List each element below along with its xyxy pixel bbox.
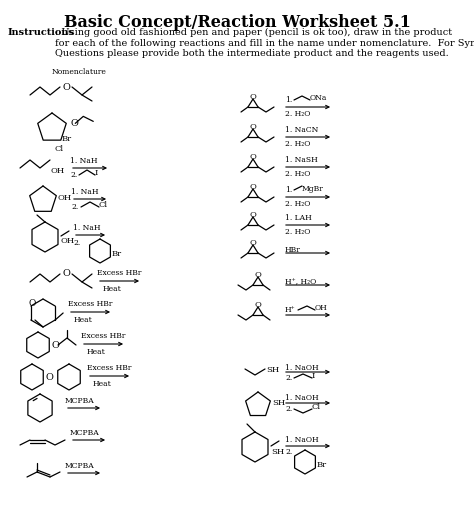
Text: Heat: Heat (93, 380, 112, 388)
Text: O: O (250, 123, 256, 131)
Text: MgBr: MgBr (302, 185, 324, 193)
Text: 2.: 2. (73, 239, 80, 247)
Text: SH: SH (266, 366, 279, 374)
Text: O: O (62, 269, 70, 278)
Text: SH: SH (271, 448, 284, 456)
Text: 1. NaSH: 1. NaSH (285, 156, 318, 164)
Text: 2. H₂O: 2. H₂O (285, 110, 310, 118)
Text: O: O (52, 341, 60, 350)
Text: OH: OH (51, 167, 65, 175)
Text: ONa: ONa (310, 94, 328, 102)
Text: OH: OH (61, 237, 75, 245)
Text: 2. H₂O: 2. H₂O (285, 228, 310, 236)
Text: 2. H₂O: 2. H₂O (285, 200, 310, 208)
Text: Heat: Heat (74, 316, 93, 324)
Text: O: O (250, 239, 256, 247)
Text: H⁺, H₂O: H⁺, H₂O (285, 277, 316, 285)
Text: 1.: 1. (285, 186, 292, 194)
Text: Heat: Heat (103, 285, 122, 293)
Text: H⁺: H⁺ (285, 306, 296, 314)
Text: O: O (250, 93, 256, 101)
Text: MCPBA: MCPBA (65, 397, 95, 405)
Text: O: O (28, 299, 36, 309)
Text: 2.: 2. (285, 405, 292, 413)
Text: Cl: Cl (312, 403, 321, 411)
Text: SH: SH (272, 399, 285, 407)
Text: Cl: Cl (55, 145, 64, 153)
Text: Nomenclature: Nomenclature (52, 68, 107, 76)
Text: O: O (250, 211, 256, 219)
Text: : Using good old fashioned pen and paper (pencil is ok too), draw in the product: : Using good old fashioned pen and paper… (55, 28, 474, 58)
Text: 1. LAH: 1. LAH (285, 214, 312, 222)
Text: 2. H₂O: 2. H₂O (285, 170, 310, 178)
Text: Br: Br (317, 461, 327, 469)
Text: 2. H₂O: 2. H₂O (285, 140, 310, 148)
Text: 1. NaH: 1. NaH (70, 157, 98, 165)
Text: 1.: 1. (285, 96, 292, 104)
Text: Excess HBr: Excess HBr (97, 269, 141, 277)
Text: 1. NaOH: 1. NaOH (285, 364, 319, 372)
Text: Excess HBr: Excess HBr (68, 300, 112, 308)
Text: Heat: Heat (87, 348, 106, 356)
Text: 1. NaCN: 1. NaCN (285, 126, 319, 134)
Text: O: O (255, 271, 262, 279)
Text: 1. NaOH: 1. NaOH (285, 394, 319, 402)
Text: O: O (46, 373, 54, 382)
Text: 1. NaOH: 1. NaOH (285, 436, 319, 444)
Text: O: O (250, 153, 256, 161)
Text: O: O (70, 119, 78, 128)
Text: OH: OH (58, 194, 72, 202)
Text: I: I (312, 372, 315, 380)
Text: Instructions: Instructions (8, 28, 75, 37)
Text: 1. NaH: 1. NaH (73, 224, 100, 232)
Text: I: I (95, 169, 99, 177)
Text: Br: Br (112, 250, 122, 258)
Text: O: O (250, 183, 256, 191)
Text: HBr: HBr (285, 246, 301, 254)
Text: O: O (62, 82, 70, 91)
Text: O: O (255, 301, 262, 309)
Text: 2.: 2. (70, 171, 77, 179)
Text: MCPBA: MCPBA (65, 462, 95, 470)
Text: OH: OH (315, 304, 328, 312)
Text: 2.: 2. (71, 203, 78, 211)
Text: 1. NaH: 1. NaH (71, 188, 99, 196)
Text: Cl: Cl (99, 201, 108, 209)
Text: Excess HBr: Excess HBr (81, 332, 126, 340)
Text: 2.: 2. (285, 374, 292, 382)
Text: Basic Concept/Reaction Worksheet 5.1: Basic Concept/Reaction Worksheet 5.1 (64, 14, 410, 31)
Text: Excess HBr: Excess HBr (87, 364, 131, 372)
Text: Br: Br (62, 135, 72, 143)
Text: MCPBA: MCPBA (70, 429, 100, 437)
Text: 2.: 2. (285, 448, 292, 456)
